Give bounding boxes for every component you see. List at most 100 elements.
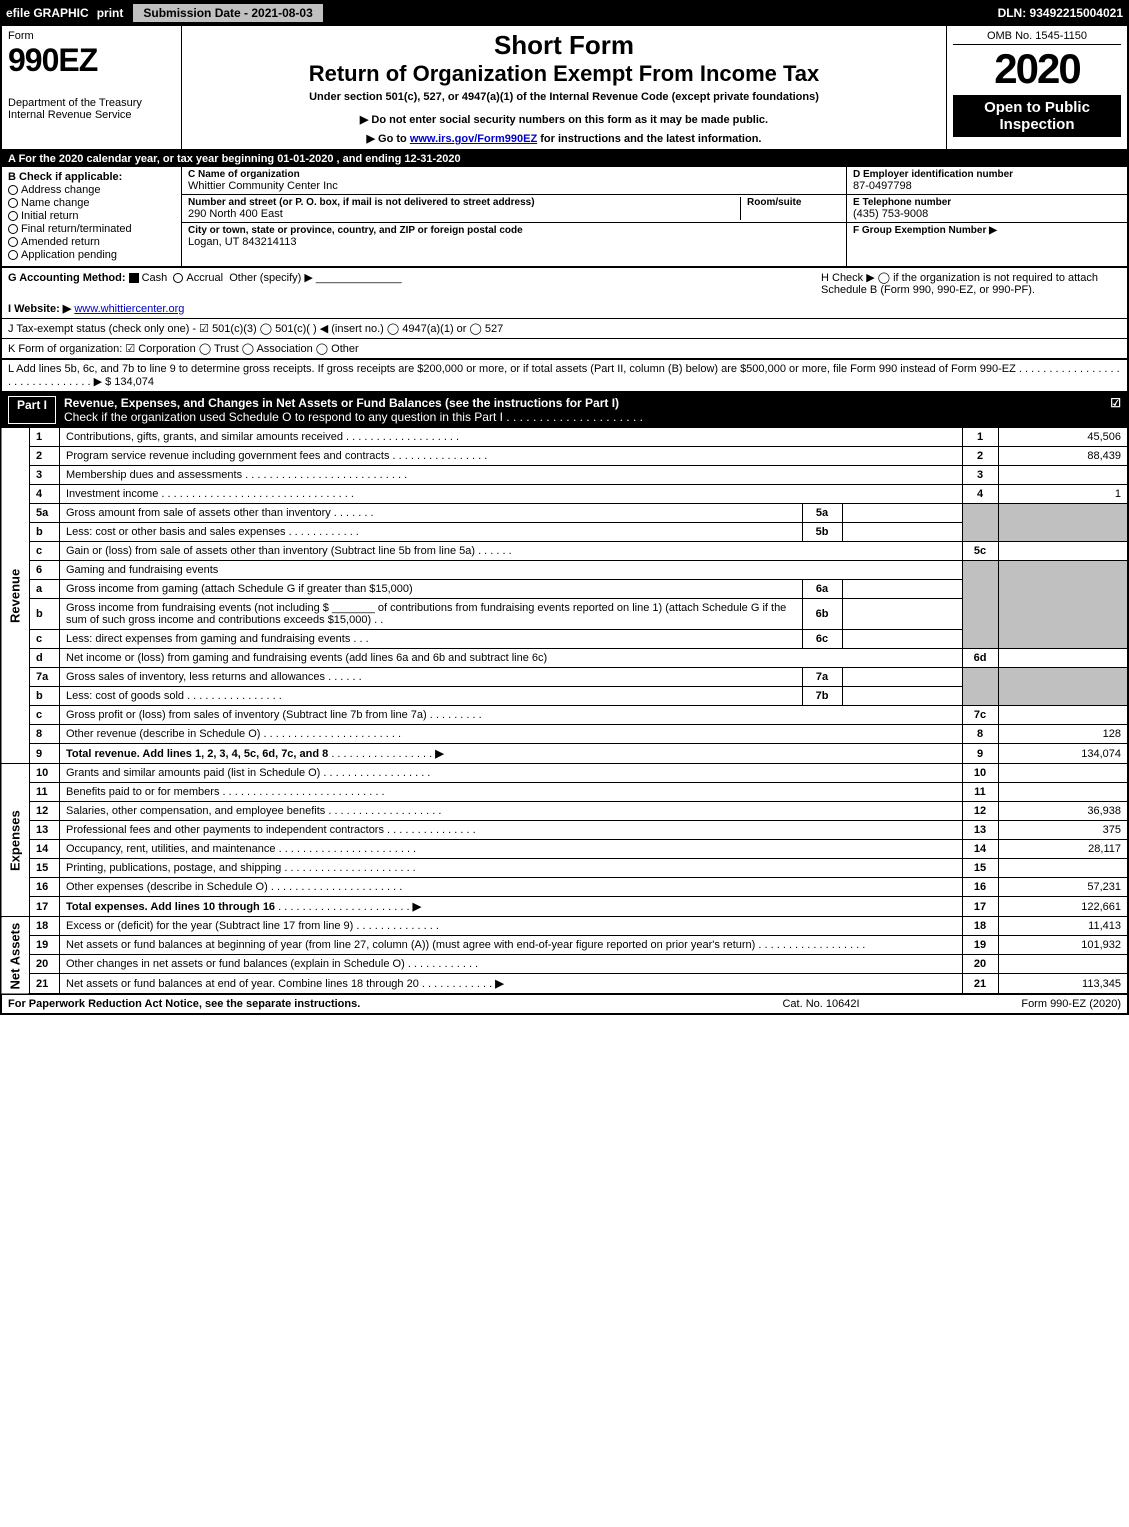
amt-6d: [998, 649, 1128, 668]
part1-title: Revenue, Expenses, and Changes in Net As…: [64, 396, 1101, 424]
line-9: 9 Total revenue. Add lines 1, 2, 3, 4, 5…: [1, 744, 1128, 764]
website-link[interactable]: www.whittiercenter.org: [74, 303, 184, 315]
line-14: 14 Occupancy, rent, utilities, and maint…: [1, 840, 1128, 859]
amt-11: [998, 783, 1128, 802]
amt-2: 88,439: [998, 447, 1128, 466]
row-i: I Website: ▶ www.whittiercenter.org: [2, 299, 1127, 318]
efile-label: efile GRAPHIC: [6, 6, 89, 20]
chk-amended[interactable]: Amended return: [8, 236, 175, 248]
meta-rows: G Accounting Method: Cash Accrual Other …: [0, 268, 1129, 360]
amt-14: 28,117: [998, 840, 1128, 859]
amt-15: [998, 859, 1128, 878]
amt-13: 375: [998, 821, 1128, 840]
row-g-h: G Accounting Method: Cash Accrual Other …: [2, 268, 1127, 299]
submission-date: Submission Date - 2021-08-03: [131, 2, 324, 24]
line-6a: a Gross income from gaming (attach Sched…: [1, 580, 1128, 599]
j-text: J Tax-exempt status (check only one) - ☑…: [8, 322, 1121, 335]
part1-header: Part I Revenue, Expenses, and Changes in…: [0, 393, 1129, 427]
amt-8: 128: [998, 725, 1128, 744]
chk-pending[interactable]: Application pending: [8, 249, 175, 261]
amt-19: 101,932: [998, 936, 1128, 955]
amt-10: [998, 764, 1128, 783]
line-1: Revenue 1 Contributions, gifts, grants, …: [1, 428, 1128, 447]
line-16: 16 Other expenses (describe in Schedule …: [1, 878, 1128, 897]
open-inspection: Open to Public Inspection: [953, 95, 1121, 137]
chk-cash[interactable]: [129, 273, 139, 283]
info-block: B Check if applicable: Address change Na…: [0, 167, 1129, 268]
under-section: Under section 501(c), 527, or 4947(a)(1)…: [190, 91, 938, 103]
netassets-label: Net Assets: [1, 917, 30, 995]
c-street-label: Number and street (or P. O. box, if mail…: [188, 197, 740, 208]
f-group-label: F Group Exemption Number ▶: [853, 225, 1121, 236]
part1-table: Revenue 1 Contributions, gifts, grants, …: [0, 427, 1129, 995]
tax-year: 2020: [953, 45, 1121, 93]
revenue-label: Revenue: [1, 428, 30, 764]
line-13: 13 Professional fees and other payments …: [1, 821, 1128, 840]
part1-check[interactable]: ☑: [1101, 396, 1121, 424]
line-5a: 5a Gross amount from sale of assets othe…: [1, 504, 1128, 523]
chk-accrual[interactable]: [173, 273, 183, 283]
row-j: J Tax-exempt status (check only one) - ☑…: [2, 318, 1127, 338]
line-8: 8 Other revenue (describe in Schedule O)…: [1, 725, 1128, 744]
amt-5c: [998, 542, 1128, 561]
line-2: 2 Program service revenue including gove…: [1, 447, 1128, 466]
line-17: 17 Total expenses. Add lines 10 through …: [1, 897, 1128, 917]
amt-1: 45,506: [998, 428, 1128, 447]
phone-value: (435) 753-9008: [853, 208, 1121, 220]
chk-final[interactable]: Final return/terminated: [8, 223, 175, 235]
line-6: 6 Gaming and fundraising events: [1, 561, 1128, 580]
line-18: Net Assets 18 Excess or (deficit) for th…: [1, 917, 1128, 936]
amt-3: [998, 466, 1128, 485]
amt-4: 1: [998, 485, 1128, 504]
amt-18: 11,413: [998, 917, 1128, 936]
line-7a: 7a Gross sales of inventory, less return…: [1, 668, 1128, 687]
line-6c: c Less: direct expenses from gaming and …: [1, 630, 1128, 649]
line-7b: b Less: cost of goods sold . . . . . . .…: [1, 687, 1128, 706]
k-text: K Form of organization: ☑ Corporation ◯ …: [8, 342, 1121, 355]
amt-12: 36,938: [998, 802, 1128, 821]
amt-9: 134,074: [998, 744, 1128, 764]
form-word: Form: [8, 30, 175, 42]
line-19: 19 Net assets or fund balances at beginn…: [1, 936, 1128, 955]
ein-value: 87-0497798: [853, 180, 1121, 192]
line-6d: d Net income or (loss) from gaming and f…: [1, 649, 1128, 668]
g-label: G Accounting Method:: [8, 272, 126, 284]
header-right: OMB No. 1545-1150 2020 Open to Public In…: [947, 26, 1127, 149]
chk-address[interactable]: Address change: [8, 184, 175, 196]
goto-post: for instructions and the latest informat…: [537, 133, 761, 145]
header-left: Form 990EZ Department of the Treasury In…: [2, 26, 182, 149]
row-k: K Form of organization: ☑ Corporation ◯ …: [2, 338, 1127, 358]
irs-link[interactable]: www.irs.gov/Form990EZ: [410, 133, 537, 145]
line-20: 20 Other changes in net assets or fund b…: [1, 955, 1128, 974]
dept-label: Department of the Treasury: [8, 97, 175, 109]
amt-20: [998, 955, 1128, 974]
line-4: 4 Investment income . . . . . . . . . . …: [1, 485, 1128, 504]
amt-16: 57,231: [998, 878, 1128, 897]
print-link[interactable]: print: [97, 6, 124, 20]
line-15: 15 Printing, publications, postage, and …: [1, 859, 1128, 878]
row-l: L Add lines 5b, 6c, and 7b to line 9 to …: [0, 360, 1129, 393]
paperwork-notice: For Paperwork Reduction Act Notice, see …: [8, 998, 721, 1010]
cat-number: Cat. No. 10642I: [721, 998, 921, 1010]
form-header: Form 990EZ Department of the Treasury In…: [0, 26, 1129, 151]
amt-7c: [998, 706, 1128, 725]
org-street: 290 North 400 East: [188, 208, 740, 220]
section-b: B Check if applicable: Address change Na…: [2, 167, 182, 266]
amt-21: 113,345: [998, 974, 1128, 995]
b-label: B Check if applicable:: [8, 171, 175, 183]
chk-name[interactable]: Name change: [8, 197, 175, 209]
line-5c: c Gain or (loss) from sale of assets oth…: [1, 542, 1128, 561]
goto-pre: ▶ Go to: [367, 133, 410, 145]
chk-initial[interactable]: Initial return: [8, 210, 175, 222]
line-6b: b Gross income from fundraising events (…: [1, 599, 1128, 630]
line-12: 12 Salaries, other compensation, and emp…: [1, 802, 1128, 821]
e-phone-label: E Telephone number: [853, 197, 1121, 208]
line-5b: b Less: cost or other basis and sales ex…: [1, 523, 1128, 542]
c-city-label: City or town, state or province, country…: [188, 225, 840, 236]
i-label: I Website: ▶: [8, 303, 71, 315]
line-11: 11 Benefits paid to or for members . . .…: [1, 783, 1128, 802]
c-name-label: C Name of organization: [188, 169, 840, 180]
line-7c: c Gross profit or (loss) from sales of i…: [1, 706, 1128, 725]
section-def: D Employer identification number 87-0497…: [847, 167, 1127, 266]
section-c: C Name of organization Whittier Communit…: [182, 167, 847, 266]
